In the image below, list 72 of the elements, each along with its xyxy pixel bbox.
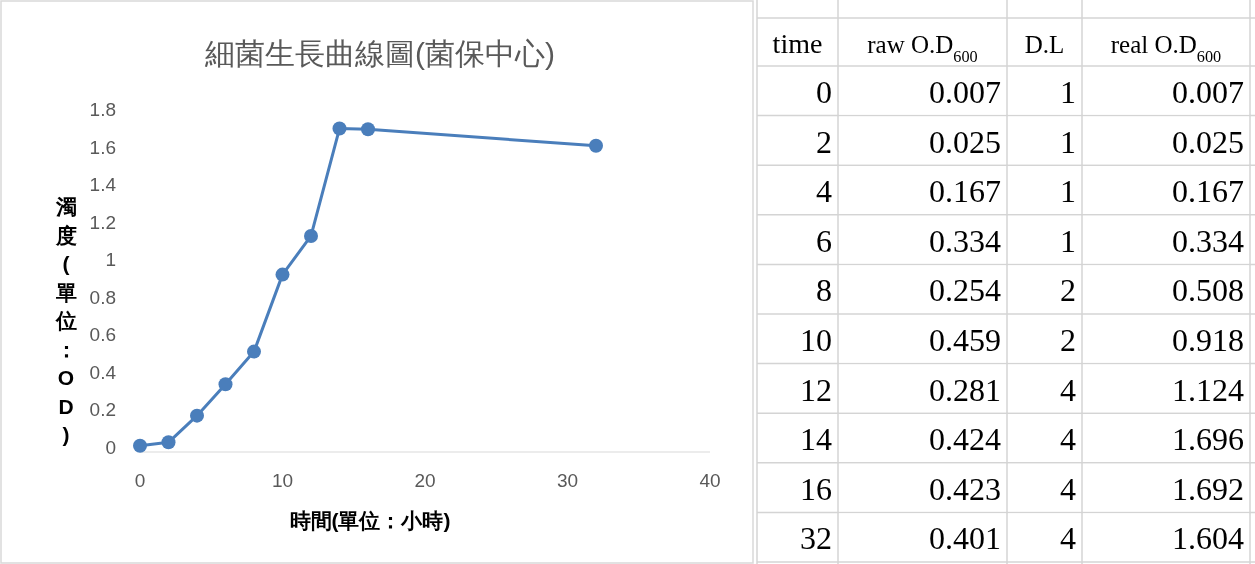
data-label: 0.025 bbox=[1172, 123, 1244, 160]
point bbox=[190, 408, 204, 423]
data-label: 1 bbox=[1060, 173, 1076, 210]
y-tick-label: 12 bbox=[800, 371, 832, 408]
x-tick-label: raw O.D$_{600}$ bbox=[867, 31, 978, 66]
data-label: 0.025 bbox=[929, 123, 1001, 160]
point bbox=[247, 344, 261, 359]
y-tick-label: 4 bbox=[816, 173, 832, 210]
point bbox=[133, 438, 147, 453]
x-tick-label: 10 bbox=[271, 470, 294, 491]
point bbox=[218, 377, 233, 392]
x-tick-label: 20 bbox=[414, 470, 436, 491]
y-tick-label: 0.6 bbox=[89, 324, 116, 346]
data-label: 0.007 bbox=[1172, 74, 1244, 110]
data-label: 0.423 bbox=[929, 470, 1001, 507]
data-label: 2 bbox=[1060, 272, 1076, 309]
point bbox=[304, 228, 318, 243]
data-label: 0.401 bbox=[929, 520, 1001, 557]
data-label: 4 bbox=[1060, 470, 1076, 507]
x-axis-title: 時間(單位：小時) bbox=[289, 509, 451, 532]
y-tick-label: 0 bbox=[105, 437, 116, 458]
y-tick-label: 0.8 bbox=[89, 286, 116, 308]
data-label: 0.281 bbox=[929, 371, 1001, 408]
y-tick-label: 1.6 bbox=[89, 136, 116, 158]
data-label: 1.692 bbox=[1172, 470, 1244, 507]
point bbox=[361, 122, 375, 137]
chart-title: 細菌生長曲線圖(菌保中心) bbox=[204, 37, 555, 70]
data-label: 0.459 bbox=[929, 322, 1001, 358]
data-label: 4 bbox=[1060, 520, 1076, 557]
y-tick-label: 32 bbox=[800, 520, 832, 557]
y-tick-label: 10 bbox=[800, 322, 832, 358]
data-label: 1.696 bbox=[1172, 421, 1244, 458]
y-tick-label: 1.4 bbox=[89, 174, 117, 196]
y-tick-label: 2 bbox=[816, 123, 832, 160]
y-tick-label: 0 bbox=[816, 74, 832, 110]
x-tick-label: 40 bbox=[699, 470, 721, 491]
data-label: 0.424 bbox=[929, 421, 1001, 458]
text: 濁度(單位：OD) bbox=[55, 195, 77, 446]
data-label: 1.124 bbox=[1172, 371, 1244, 408]
point bbox=[332, 121, 347, 136]
data-label: 0.167 bbox=[929, 173, 1001, 210]
data-label: 0.254 bbox=[929, 272, 1001, 309]
data-label: 4 bbox=[1060, 421, 1076, 458]
data-label: 0.007 bbox=[929, 74, 1001, 110]
y-tick-label: 1.8 bbox=[89, 99, 116, 120]
y-tick-label: 6 bbox=[816, 222, 832, 259]
data-label: 0.334 bbox=[1172, 222, 1244, 259]
x-tick-label: 0 bbox=[134, 470, 146, 491]
data-label: 1 bbox=[1060, 222, 1076, 259]
data-label: 0.167 bbox=[1172, 173, 1244, 210]
data-label: 0.334 bbox=[929, 222, 1001, 259]
data-label: 1 bbox=[1060, 74, 1076, 110]
y-tick-label: 16 bbox=[800, 470, 832, 507]
data-label: 4 bbox=[1060, 371, 1076, 408]
data-label: 1.604 bbox=[1172, 520, 1244, 557]
y-tick-label: 1 bbox=[105, 249, 116, 271]
x-tick-label: 30 bbox=[556, 470, 579, 491]
data-label: 2 bbox=[1060, 322, 1076, 358]
y-tick-label: 1.2 bbox=[89, 211, 116, 233]
y-axis-title: time bbox=[772, 28, 823, 59]
y-tick-label: 0.4 bbox=[89, 361, 117, 383]
data-label: 1 bbox=[1060, 123, 1076, 160]
point bbox=[275, 267, 290, 282]
y-tick-label: 8 bbox=[816, 272, 832, 309]
y-tick-label: 14 bbox=[800, 421, 832, 458]
x-tick-label: real O.D$_{600}$ bbox=[1110, 31, 1222, 66]
y-tick-label: 0.2 bbox=[89, 399, 116, 421]
x-tick-label: D.L bbox=[1024, 31, 1065, 58]
point bbox=[589, 138, 603, 153]
data-label: 0.918 bbox=[1172, 322, 1244, 358]
data-label: 0.508 bbox=[1172, 272, 1244, 309]
point bbox=[161, 435, 176, 450]
